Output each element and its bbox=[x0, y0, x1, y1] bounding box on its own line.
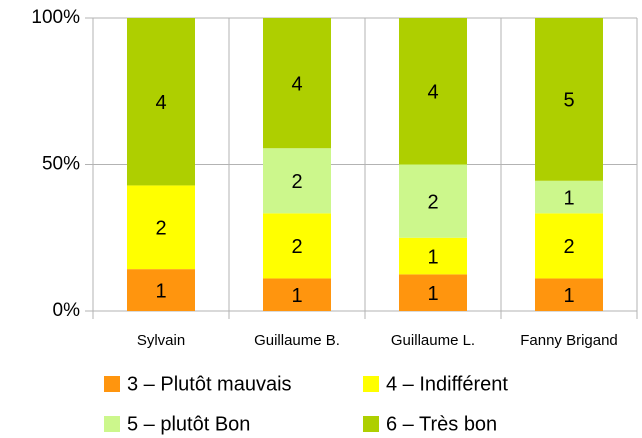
bar-segment bbox=[399, 164, 467, 238]
data-label: 2 bbox=[427, 191, 438, 213]
bar-segment bbox=[127, 18, 195, 186]
bar-segment bbox=[399, 18, 467, 165]
legend-label: 6 – Très bon bbox=[386, 413, 497, 435]
legend-label: 5 – plutôt Bon bbox=[127, 413, 250, 435]
data-label: 2 bbox=[563, 236, 574, 258]
data-label: 1 bbox=[427, 246, 438, 268]
bar-segment bbox=[263, 148, 331, 214]
x-tick-label: Sylvain bbox=[137, 332, 185, 349]
bar-segment bbox=[263, 213, 331, 279]
bar-segment bbox=[535, 18, 603, 181]
legend-swatch bbox=[363, 416, 379, 432]
data-label: 1 bbox=[563, 187, 574, 209]
data-label: 2 bbox=[291, 236, 302, 258]
data-label: 1 bbox=[155, 280, 166, 302]
legend-swatch bbox=[104, 376, 120, 392]
x-tick-label: Fanny Brigand bbox=[520, 332, 618, 349]
bar-segment bbox=[399, 237, 467, 275]
y-tick-label: 100% bbox=[31, 7, 80, 28]
x-tick-label: Guillaume B. bbox=[254, 332, 340, 349]
bar-segment bbox=[399, 274, 467, 311]
legend-swatch bbox=[104, 416, 120, 432]
legend-swatch bbox=[363, 376, 379, 392]
data-label: 1 bbox=[563, 285, 574, 307]
data-label: 5 bbox=[563, 90, 574, 112]
y-tick-label: 0% bbox=[53, 300, 81, 321]
data-label: 4 bbox=[427, 82, 438, 104]
bar-segment bbox=[127, 185, 195, 270]
data-label: 4 bbox=[291, 73, 302, 95]
data-label: 2 bbox=[291, 171, 302, 193]
y-tick-label: 50% bbox=[42, 154, 80, 175]
bar-segment bbox=[263, 278, 331, 311]
bar-segment bbox=[535, 278, 603, 311]
bar-segment bbox=[127, 269, 195, 311]
data-label: 4 bbox=[155, 92, 166, 114]
legend-label: 3 – Plutôt mauvais bbox=[127, 373, 292, 395]
bar-segment bbox=[535, 180, 603, 214]
bar-segment bbox=[535, 213, 603, 279]
bar-segment bbox=[263, 18, 331, 149]
data-label: 1 bbox=[291, 285, 302, 307]
legend-label: 4 – Indifférent bbox=[386, 373, 508, 395]
data-label: 2 bbox=[155, 218, 166, 240]
data-label: 1 bbox=[427, 283, 438, 305]
x-tick-label: Guillaume L. bbox=[391, 332, 475, 349]
